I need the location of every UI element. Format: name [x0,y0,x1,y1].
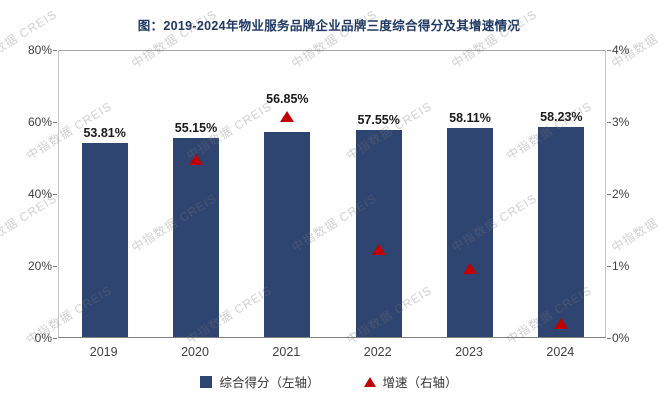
right-axis-tick: 3% [612,115,630,129]
bar-2021 [264,132,311,337]
bar-2024 [538,127,585,337]
legend-item-growth: 增速（右轴） [363,372,458,391]
right-axis-tickmark [607,194,611,195]
x-axis-label: 2024 [546,345,575,359]
left-axis-tickmark [53,50,57,51]
x-axis-label: 2020 [181,345,209,359]
bar-value-label: 58.11% [449,110,491,125]
x-axis-label: 2021 [272,345,301,359]
left-axis-tickmark [53,338,57,339]
bar-value-label: 53.81% [83,126,126,141]
bar-2022 [355,129,402,337]
legend: 综合得分（左轴） 增速（右轴） [0,372,658,391]
growth-marker-2023 [463,263,477,275]
legend-label-growth: 增速（右轴） [382,376,458,390]
left-axis-tick: 60% [27,115,52,129]
left-axis-tick: 0% [34,331,52,345]
bar-value-label: 55.15% [174,121,218,136]
left-axis-tick: 40% [27,187,52,201]
legend-label-score: 综合得分（左轴） [219,376,320,390]
x-axis-label: 2019 [89,345,118,359]
bar-2020 [173,138,219,337]
growth-marker-2021 [280,111,295,123]
right-axis-tickmark [607,338,611,339]
right-axis-tickmark [607,266,611,267]
bar-value-label: 57.55% [357,112,400,127]
chart-title: 图：2019-2024年物业服务品牌企业品牌三度综合得分及其增速情况 [137,19,521,33]
bar-2023 [447,127,493,337]
x-axis-label: 2022 [363,345,392,359]
right-axis-tick: 1% [612,259,630,273]
right-axis-tickmark [607,50,611,51]
left-axis-tickmark [53,194,57,195]
left-axis-tick: 80% [27,43,52,57]
growth-marker-2024 [554,317,569,329]
left-axis-tick: 20% [27,259,52,273]
left-axis-tickmark [53,122,57,123]
right-axis-tickmark [607,122,611,123]
growth-marker-2022 [371,244,386,256]
right-axis-tick: 2% [612,187,630,201]
triangle-swatch-icon [363,376,376,387]
growth-marker-2020 [189,153,203,165]
bar-value-label: 56.85% [266,92,309,107]
bar-swatch-icon [200,375,213,388]
left-axis-tickmark [53,266,57,267]
right-axis-tick: 0% [612,331,630,345]
x-axis-label: 2023 [455,345,483,359]
right-axis-tick: 4% [612,43,630,57]
bar-2019 [81,143,128,337]
plot-area: 53.81% 55.15% 56.85% 57.55% 58.11% 58.23% [58,50,606,338]
legend-item-score: 综合得分（左轴） [200,372,320,391]
bar-value-label: 58.23% [540,110,583,125]
